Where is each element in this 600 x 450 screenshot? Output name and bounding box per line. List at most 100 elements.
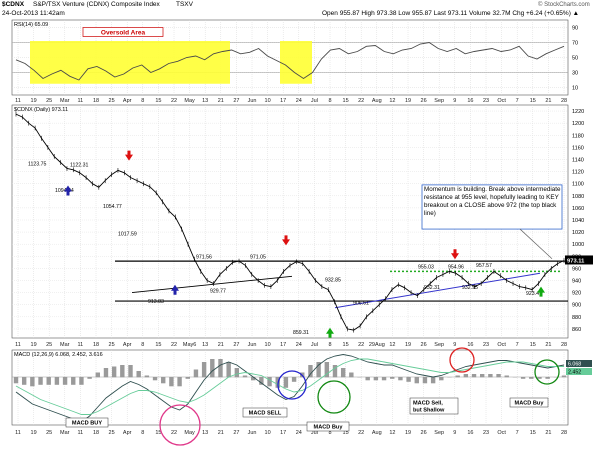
macd-histogram-bar — [103, 368, 109, 378]
x-tick-label: 7 — [516, 430, 519, 436]
last-value-label: 973.11 — [567, 258, 585, 264]
oversold-label: Oversold Area — [101, 30, 146, 37]
x-tick-label: 15 — [530, 342, 536, 348]
x-tick-label: 10 — [265, 98, 271, 104]
price-value-annotation: 1054.77 — [103, 204, 122, 210]
x-tick-label: 15 — [343, 98, 349, 104]
x-tick-label: 25 — [46, 342, 52, 348]
x-tick-label: 25 — [46, 98, 52, 104]
macd-histogram-bar — [381, 377, 387, 381]
macd-panel-frame — [11, 349, 569, 426]
x-tick-label: Oct — [497, 342, 506, 348]
x-tick-label: Apr — [123, 430, 132, 436]
macd-histogram-bar — [537, 377, 542, 379]
macd-histogram-bar — [79, 377, 84, 385]
price-value-annotation: 971.05 — [250, 255, 266, 261]
buy-arrow — [326, 327, 334, 338]
x-tick-label: 17 — [280, 430, 286, 436]
x-tick-label: Aug — [372, 430, 382, 436]
price-value-annotation: 957.57 — [476, 263, 492, 269]
x-tick-label: 29Aug — [369, 342, 385, 348]
macd-histogram-bar — [349, 372, 354, 378]
macd-label-box — [306, 421, 350, 432]
x-tick-label: Jul — [311, 342, 318, 348]
macd-histogram-bar — [136, 371, 141, 378]
oversold-zone-1 — [30, 41, 230, 84]
macd-histogram-bar — [62, 377, 68, 385]
x-tick-label: Sep — [434, 98, 444, 104]
macd-label-box — [509, 397, 549, 408]
macd-histogram-bar — [259, 377, 264, 385]
x-tick-label: 26 — [421, 430, 427, 436]
callout-text-holder: Momentum is building. Break above interm… — [424, 186, 561, 218]
x-tick-label: Aug — [372, 98, 382, 104]
price-value-annotation: 929.77 — [210, 289, 226, 295]
x-tick-label: 19 — [405, 342, 411, 348]
x-tick-label: 17 — [280, 342, 286, 348]
x-tick-label: 8 — [328, 342, 331, 348]
x-tick-label: 8 — [141, 342, 144, 348]
macd-histogram-bar — [21, 377, 27, 385]
x-tick-label: 23 — [483, 342, 489, 348]
macd-histogram-bar — [316, 362, 321, 378]
x-tick-label: Apr — [123, 342, 132, 348]
x-tick-label: 10 — [265, 342, 271, 348]
x-tick-label: 28 — [561, 98, 567, 104]
x-tick-label: 11 — [78, 342, 84, 348]
macd-label-box — [65, 417, 109, 428]
price-axis-label: 1220 — [572, 109, 584, 115]
price-axis-label: 1000 — [572, 242, 584, 248]
macd-histogram-bar — [455, 375, 460, 378]
macd-histogram-bar — [373, 377, 379, 381]
x-tick-label: Jul — [311, 98, 318, 104]
x-tick-label: Jun — [248, 98, 257, 104]
price-axis-label: 940 — [572, 279, 581, 285]
x-tick-label: 12 — [389, 98, 395, 104]
x-tick-label: 18 — [93, 98, 99, 104]
uptrend-line — [334, 272, 541, 309]
macd-histogram-bar — [283, 377, 289, 388]
price-axis-label: 1160 — [572, 145, 584, 151]
macd-histogram-bar — [226, 362, 231, 378]
macd-histogram-bar — [234, 368, 240, 378]
x-tick-label: 11 — [15, 98, 21, 104]
price-axis-label: 900 — [572, 303, 581, 309]
signal-value-label: 2.452 — [568, 370, 581, 376]
macd-histogram-bar — [561, 375, 567, 378]
sell-arrow — [125, 150, 133, 161]
sell-arrow — [451, 249, 459, 260]
macd-annotation-label: but Shallow — [413, 408, 445, 414]
macd-histogram-bar — [414, 377, 419, 384]
x-tick-label: Sep — [434, 430, 444, 436]
macd-histogram-bar — [480, 374, 485, 378]
x-tick-label: 8 — [328, 430, 331, 436]
price-axis-label: 1060 — [572, 206, 584, 212]
price-value-annotation: 859.31 — [293, 330, 309, 336]
x-tick-label: 15 — [530, 430, 536, 436]
price-axis-label: 880 — [572, 315, 581, 321]
x-tick-label: 16 — [467, 430, 473, 436]
x-tick-label: Oct — [497, 98, 506, 104]
x-tick-label: 11 — [15, 430, 21, 436]
price-axis-label: 1080 — [572, 194, 584, 200]
x-tick-label: 21 — [218, 98, 224, 104]
exchange-label: TSXV — [176, 1, 193, 8]
price-axis-label: 1180 — [572, 133, 584, 139]
x-tick-label: 27 — [233, 430, 239, 436]
index-name: S&P/TSX Venture (CDNX) Composite Index — [33, 1, 160, 8]
last-value-tag — [565, 255, 593, 265]
x-tick-label: Mar — [60, 98, 70, 104]
x-tick-label: 23 — [483, 98, 489, 104]
x-tick-label: 15 — [155, 342, 161, 348]
x-tick-label: 26 — [421, 342, 427, 348]
macd-histogram-bar — [340, 368, 346, 378]
macd-histogram-bar — [504, 375, 509, 378]
price-value-annotation: 932.31 — [424, 285, 440, 291]
macd-value-tag — [566, 360, 592, 367]
price-axis-label: 1120 — [572, 170, 584, 176]
x-tick-label: 10 — [265, 430, 271, 436]
x-tick-label: Jun — [248, 430, 257, 436]
rsi-axis-label: 90 — [572, 26, 578, 32]
macd-histogram-bar — [398, 377, 403, 381]
macd-histogram-bar — [463, 374, 469, 378]
